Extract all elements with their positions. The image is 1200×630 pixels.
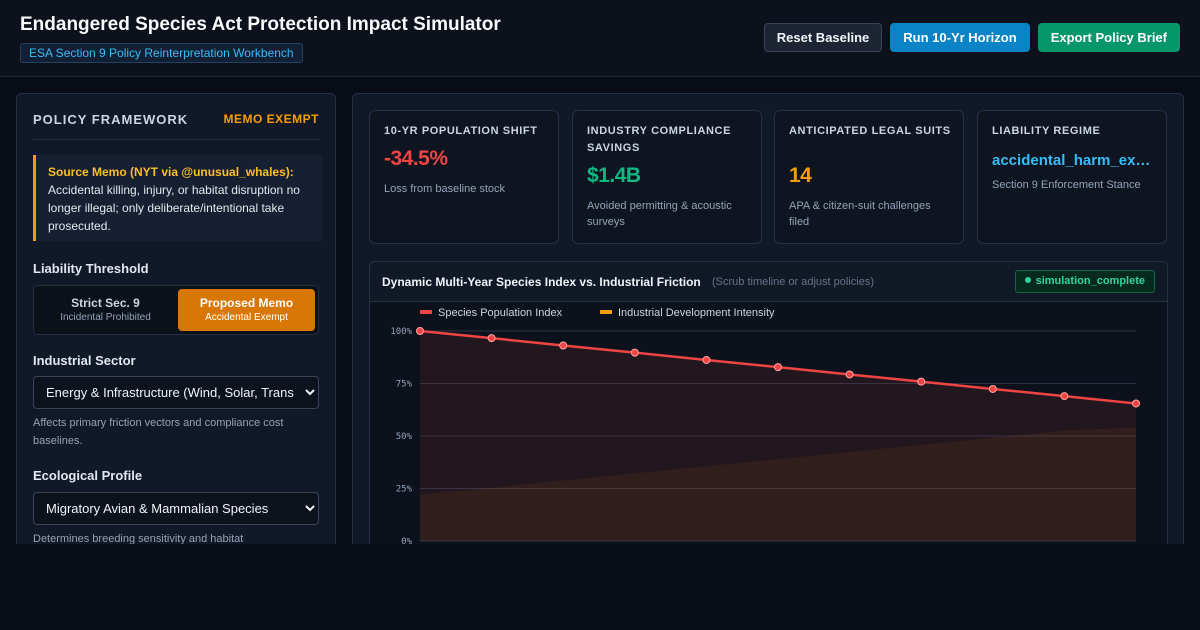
sector-helper-text: Affects primary friction vectors and com… [33, 417, 284, 447]
kpi-note: Avoided permitting & acoustic surveys [587, 200, 732, 228]
chart-header: Dynamic Multi-Year Species Index vs. Ind… [370, 262, 1167, 302]
liability-threshold-toggle: Strict Sec. 9 Incidental Prohibited Prop… [33, 285, 319, 335]
species-data-point [917, 377, 926, 386]
kpi-legal-suits: Anticipated Legal Suits 14 APA & citizen… [774, 110, 964, 244]
species-data-point [988, 384, 997, 393]
legend-swatch [420, 310, 432, 314]
app-header: Endangered Species Act Protection Impact… [0, 0, 1200, 77]
species-data-point [845, 370, 854, 379]
legend-item-industrial: Industrial Development Intensity [600, 307, 775, 319]
panel-title: POLICY FRAMEWORK [33, 112, 189, 127]
kpi-label: Anticipated Legal Suits [789, 125, 951, 137]
panel-header: POLICY FRAMEWORK MEMO EXEMPT [33, 112, 319, 140]
run-horizon-button[interactable]: Run 10-Yr Horizon [890, 23, 1030, 52]
simulation-results-panel: 10-Yr Population Shift -34.5% Loss from … [352, 93, 1184, 544]
species-data-point [487, 334, 496, 343]
simulation-status-badge: simulation_complete [1014, 270, 1155, 293]
species-data-point [1060, 392, 1069, 401]
species-data-point [559, 341, 568, 350]
legend-item-species: Species Population Index [420, 307, 562, 319]
ecological-profile-label: Ecological Profile [33, 468, 143, 483]
kpi-compliance-savings: Industry Compliance Savings $1.4B Avoide… [572, 110, 762, 244]
species-index-chart[interactable]: 0% 25% 50% 75% 100% [370, 262, 1167, 544]
kpi-note: Loss from baseline stock [384, 183, 506, 195]
industrial-area-fill [420, 427, 1136, 541]
chart-title: Dynamic Multi-Year Species Index vs. Ind… [382, 275, 701, 289]
species-data-point [774, 363, 782, 372]
chart-hint: (Scrub timeline or adjust policies) [712, 276, 875, 288]
ecology-helper-text: Determines breeding sensitivity and habi… [33, 533, 244, 544]
status-dot-icon [1024, 277, 1031, 283]
species-index-chart-card: Dynamic Multi-Year Species Index vs. Ind… [369, 261, 1168, 544]
kpi-population-shift: 10-Yr Population Shift -34.5% Loss from … [369, 110, 559, 244]
memo-text: Accidental killing, injury, or habitat d… [48, 183, 300, 233]
species-data-point [1132, 399, 1140, 408]
ecological-profile-select[interactable]: Migratory Avian & Mammalian Species [33, 492, 319, 525]
kpi-label: Liability Regime [992, 125, 1101, 137]
species-data-point [702, 355, 711, 364]
export-brief-button[interactable]: Export Policy Brief [1037, 23, 1180, 52]
y-tick-label: 0% [401, 537, 412, 544]
kpi-liability-regime: Liability Regime accidental_harm_exempt … [977, 110, 1167, 244]
kpi-value: -34.5% [384, 147, 448, 170]
liability-threshold-label: Liability Threshold [33, 261, 149, 276]
kpi-label: Industry Compliance Savings [587, 125, 732, 154]
option-subtitle: Accidental Exempt [205, 312, 288, 323]
y-tick-label: 75% [396, 380, 413, 390]
policy-framework-panel: POLICY FRAMEWORK MEMO EXEMPT Source Memo… [16, 93, 336, 544]
kpi-value: accidental_harm_exempt [992, 152, 1152, 169]
legend-label: Species Population Index [438, 307, 563, 319]
species-area-fill [420, 331, 1136, 541]
simulation-status-text: simulation_complete [1035, 275, 1145, 287]
species-data-point [416, 327, 424, 335]
y-tick-label: 100% [390, 327, 412, 337]
y-tick-label: 50% [396, 432, 413, 442]
app-title: Endangered Species Act Protection Impact… [20, 14, 501, 35]
legend-swatch [600, 310, 612, 314]
species-data-point [630, 348, 639, 357]
proposed-memo-option[interactable]: Proposed Memo Accidental Exempt [178, 289, 315, 331]
kpi-label: 10-Yr Population Shift [384, 125, 538, 137]
industrial-sector-label: Industrial Sector [33, 353, 136, 368]
y-tick-label: 25% [396, 485, 413, 495]
kpi-value: 14 [789, 164, 812, 187]
kpi-value: $1.4B [587, 164, 641, 187]
memo-source: Source Memo (NYT via @unusual_whales): [48, 165, 294, 179]
reset-baseline-button[interactable]: Reset Baseline [763, 23, 883, 52]
kpi-note: Section 9 Enforcement Stance [992, 179, 1141, 191]
app-subtitle-badge: ESA Section 9 Policy Reinterpretation Wo… [20, 43, 303, 63]
kpi-note: APA & citizen-suit challenges filed [789, 200, 931, 228]
option-title: Proposed Memo [199, 296, 294, 310]
industrial-sector-select[interactable]: Energy & Infrastructure (Wind, Solar, Tr… [33, 376, 319, 409]
header-actions: Reset Baseline Run 10-Yr Horizon Export … [763, 23, 1180, 52]
legend-label: Industrial Development Intensity [618, 307, 775, 319]
option-title: Strict Sec. 9 [71, 296, 140, 310]
source-memo-callout: Source Memo (NYT via @unusual_whales): A… [33, 155, 322, 241]
strict-sec9-option[interactable]: Strict Sec. 9 Incidental Prohibited [37, 289, 174, 331]
option-subtitle: Incidental Prohibited [60, 312, 151, 323]
memo-exempt-badge: MEMO EXEMPT [223, 112, 319, 126]
